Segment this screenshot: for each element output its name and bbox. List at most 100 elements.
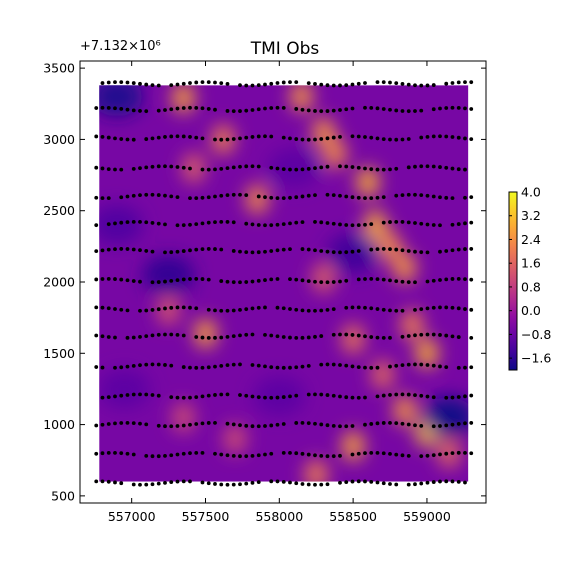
obs-point xyxy=(444,395,449,400)
obs-point xyxy=(100,365,105,370)
obs-point xyxy=(288,221,292,226)
anomaly-31 xyxy=(99,368,151,409)
obs-point xyxy=(369,222,374,227)
obs-point xyxy=(206,481,211,486)
obs-point xyxy=(250,424,255,429)
obs-point xyxy=(331,135,336,140)
obs-point xyxy=(381,481,386,486)
obs-point xyxy=(244,250,249,255)
obs-point xyxy=(294,80,299,85)
obs-point xyxy=(213,308,217,313)
obs-point xyxy=(369,479,374,484)
obs-point xyxy=(213,137,217,142)
obs-point xyxy=(300,420,305,425)
obs-point xyxy=(194,196,199,201)
obs-point xyxy=(175,82,180,87)
obs-point xyxy=(175,223,180,228)
obs-point xyxy=(181,305,186,310)
obs-point xyxy=(244,393,249,398)
obs-point xyxy=(350,106,355,111)
obs-point xyxy=(175,479,180,484)
obs-point xyxy=(300,194,305,199)
obs-point xyxy=(450,277,455,281)
y-offset-label: +7.132×10⁶ xyxy=(80,39,161,54)
obs-point xyxy=(413,362,417,367)
obs-point xyxy=(106,222,111,227)
obs-point xyxy=(125,247,130,251)
obs-point xyxy=(181,165,186,170)
colorbar-tick-label: 0.0 xyxy=(521,303,541,318)
anomaly-3 xyxy=(246,184,269,215)
obs-point xyxy=(288,80,292,85)
obs-point xyxy=(169,363,174,368)
obs-point xyxy=(275,222,280,227)
obs-point xyxy=(350,82,355,87)
obs-point xyxy=(263,82,267,87)
obs-point xyxy=(400,82,405,86)
obs-point xyxy=(338,424,342,429)
colorbar: 4.0 3.2 2.4 1.6 0.8 0.0 −0.8 −1.6 xyxy=(508,185,551,371)
obs-point xyxy=(356,333,361,338)
colorbar-tick-label: 1.6 xyxy=(521,256,541,271)
obs-point xyxy=(275,395,280,400)
obs-point xyxy=(269,333,274,338)
obs-point xyxy=(281,395,286,399)
obs-point xyxy=(194,105,199,110)
obs-point xyxy=(300,364,305,369)
obs-point xyxy=(119,195,124,200)
obs-point xyxy=(94,195,99,200)
obs-point xyxy=(288,365,292,370)
obs-point xyxy=(431,480,436,484)
obs-point xyxy=(194,450,199,455)
obs-point xyxy=(144,422,149,427)
survey-line-8 xyxy=(94,305,474,313)
obs-point xyxy=(431,164,436,169)
obs-point xyxy=(244,164,249,169)
obs-point xyxy=(119,277,124,282)
obs-point xyxy=(181,365,186,369)
x-tick-label: 559000 xyxy=(403,509,451,524)
obs-point xyxy=(150,83,155,88)
obs-point xyxy=(313,392,317,397)
survey-line-10 xyxy=(94,362,474,370)
anomaly-24 xyxy=(224,423,247,454)
obs-point xyxy=(188,248,192,253)
obs-point xyxy=(144,334,149,339)
survey-line-6 xyxy=(94,247,474,255)
obs-point xyxy=(356,165,361,170)
obs-point xyxy=(213,220,217,225)
obs-point xyxy=(344,332,349,337)
obs-point xyxy=(306,308,311,313)
obs-point xyxy=(250,279,255,284)
obs-point xyxy=(363,365,367,370)
obs-point xyxy=(213,393,217,397)
obs-point xyxy=(344,223,349,227)
obs-point xyxy=(469,220,474,225)
obs-point xyxy=(256,278,261,283)
obs-point xyxy=(450,81,455,85)
obs-point xyxy=(381,335,386,340)
anomaly-1 xyxy=(212,124,235,155)
obs-point xyxy=(194,395,199,399)
obs-point xyxy=(344,395,349,400)
obs-point xyxy=(256,194,261,199)
obs-point xyxy=(438,223,442,228)
obs-point xyxy=(413,109,417,113)
obs-point xyxy=(181,423,186,428)
obs-point xyxy=(175,278,180,282)
obs-point xyxy=(131,81,136,85)
obs-point xyxy=(313,109,317,113)
obs-point xyxy=(406,192,411,197)
obs-point xyxy=(150,333,155,338)
obs-point xyxy=(113,80,117,85)
obs-point xyxy=(413,221,417,225)
obs-point xyxy=(469,365,474,370)
obs-point xyxy=(113,106,117,111)
obs-point xyxy=(219,193,224,198)
obs-point xyxy=(263,305,267,310)
obs-point xyxy=(331,454,336,459)
obs-point xyxy=(119,247,124,251)
obs-point xyxy=(381,421,386,425)
obs-point xyxy=(419,454,424,459)
